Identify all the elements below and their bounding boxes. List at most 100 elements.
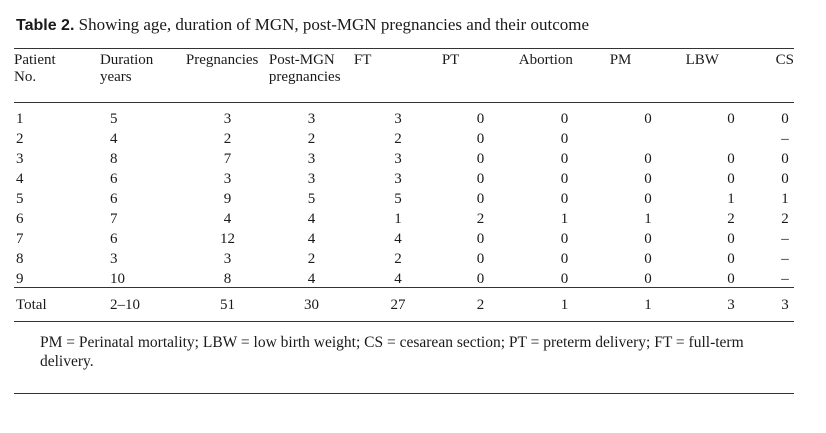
table-cell: 0 — [476, 171, 485, 187]
header-duration: Duration years — [99, 52, 154, 85]
table-cell: 0 — [781, 171, 789, 187]
table-cell: 0 — [560, 111, 569, 127]
table-cell: 1 — [394, 211, 402, 227]
table-cell: 0 — [727, 271, 735, 287]
total-cell: 2 — [476, 297, 485, 313]
table-cell: 0 — [476, 251, 485, 267]
table-cell: 12 — [220, 231, 235, 247]
table-cell: 2 — [476, 211, 485, 227]
bottom-rule — [14, 393, 794, 394]
header-lbw: LBW — [685, 52, 719, 68]
top-rule — [14, 48, 794, 49]
table-cell: 10 — [110, 271, 125, 287]
table-cell: 0 — [727, 111, 735, 127]
table-cell: 0 — [476, 271, 485, 287]
table-cell: 7 — [16, 231, 24, 247]
total-label: Total — [16, 297, 47, 313]
table-cell: 1 — [727, 191, 735, 207]
table-cell: 8 — [223, 271, 232, 287]
table-cell: 0 — [476, 191, 485, 207]
table-cell: 4 — [110, 131, 118, 147]
table-cell: 3 — [223, 111, 232, 127]
total-cell: 27 — [390, 297, 406, 313]
table-row: 8 3 3 2 2 0 0 0 0 – — [14, 249, 794, 269]
table-row: 7 6 12 4 4 0 0 0 0 – — [14, 229, 794, 249]
total-rule — [14, 321, 794, 322]
table-cell: 0 — [476, 111, 485, 127]
table-cell: 5 — [394, 191, 402, 207]
table-cell: 2 — [394, 131, 402, 147]
table-cell: 0 — [644, 111, 652, 127]
table-cell: – — [781, 231, 789, 247]
table-cell: 4 — [223, 211, 232, 227]
table-cell: 0 — [644, 151, 652, 167]
table-cell: 6 — [110, 171, 118, 187]
table-footnote: PM = Perinatal mortality; LBW = low birt… — [16, 333, 796, 371]
table-cell: 1 — [560, 211, 569, 227]
table-cell: 3 — [16, 151, 24, 167]
table-cell: 2 — [781, 211, 789, 227]
table-cell: 0 — [560, 151, 569, 167]
total-cell: 1 — [560, 297, 569, 313]
total-cell: 51 — [220, 297, 235, 313]
total-cell: 3 — [781, 297, 789, 313]
table-cell: 3 — [394, 171, 402, 187]
table-cell: 0 — [560, 231, 569, 247]
total-cell: 2–10 — [110, 297, 140, 313]
header-patient-no: Patient No. — [14, 52, 56, 85]
table-cell: 0 — [727, 171, 735, 187]
table-cell: 8 — [110, 151, 118, 167]
table-cell: 0 — [560, 251, 569, 267]
table-cell: 7 — [110, 211, 118, 227]
table-cell: 0 — [560, 191, 569, 207]
table-cell: 1 — [644, 211, 652, 227]
table-row: 4 6 3 3 3 0 0 0 0 0 — [14, 169, 794, 189]
table-row: 6 7 4 4 1 2 1 1 2 2 — [14, 209, 794, 229]
table-cell: 0 — [781, 151, 789, 167]
table-cell: 3 — [307, 111, 316, 127]
table-cell: 3 — [223, 171, 232, 187]
header-row: Patient No. Duration years Pregnancies Pos… — [14, 52, 794, 86]
table-header: Patient No. Duration years Pregnancies Pos… — [14, 52, 794, 86]
table-cell: 4 — [307, 271, 316, 287]
table-cell: 0 — [644, 271, 652, 287]
total-cell: 30 — [304, 297, 319, 313]
table-cell: 6 — [110, 231, 118, 247]
table-cell: 0 — [560, 171, 569, 187]
table-cell: 5 — [16, 191, 24, 207]
table-cell: 4 — [394, 271, 402, 287]
table-row: 2 4 2 2 2 0 0 – — [14, 129, 794, 149]
table-row: 1 5 3 3 3 0 0 0 0 0 — [14, 109, 794, 129]
table-cell — [610, 129, 686, 149]
table-cell: 0 — [644, 251, 652, 267]
table-cell: 0 — [727, 151, 735, 167]
table-cell: 2 — [394, 251, 402, 267]
table-body: 1 5 3 3 3 0 0 0 0 0 2 4 2 2 2 0 0 – 3 8 7 3 3 0 0 0 0 0 4 6 3 3 3 0 0 0 0 0 5 6… — [14, 109, 794, 289]
table-cell: 2 — [727, 211, 735, 227]
table-cell: 9 — [223, 191, 232, 207]
table-cell: 4 — [16, 171, 24, 187]
table-row: 3 8 7 3 3 0 0 0 0 0 — [14, 149, 794, 169]
total-row: Total 2–10 51 30 27 2 1 1 3 3 — [14, 294, 794, 316]
table-cell: 0 — [644, 171, 652, 187]
table-cell: 0 — [781, 111, 789, 127]
table-cell: 3 — [394, 151, 402, 167]
header-pt: PT — [441, 52, 460, 68]
table-cell: 3 — [394, 111, 402, 127]
header-abortion: Abortion — [518, 52, 573, 68]
table-cell: 0 — [476, 131, 485, 147]
table-cell: 2 — [16, 131, 24, 147]
table-caption: Table 2. Showing age, duration of MGN, p… — [16, 15, 589, 35]
table-cell: 0 — [727, 231, 735, 247]
table-cell: – — [781, 131, 789, 147]
table-cell: 6 — [16, 211, 24, 227]
table-cell: 1 — [781, 191, 789, 207]
total-cell: 1 — [644, 297, 652, 313]
table-cell: 9 — [16, 271, 24, 287]
header-pm: PM — [609, 52, 632, 68]
table-cell: 4 — [307, 211, 316, 227]
table-cell: 0 — [560, 271, 569, 287]
table-cell: 5 — [307, 191, 316, 207]
table-cell: 2 — [307, 251, 316, 267]
table-row: 5 6 9 5 5 0 0 0 1 1 — [14, 189, 794, 209]
